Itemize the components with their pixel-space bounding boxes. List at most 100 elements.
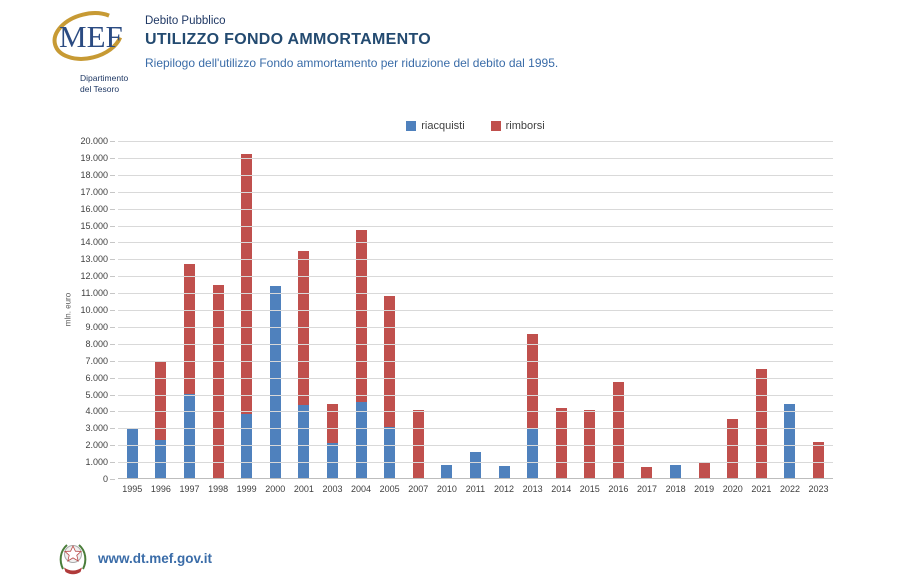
gridline xyxy=(118,276,833,278)
section-kicker: Debito Pubblico xyxy=(145,15,226,27)
bar-slot xyxy=(175,141,204,478)
bar-2018 xyxy=(670,465,682,478)
bar-slot xyxy=(147,141,176,478)
bar-2011 xyxy=(469,452,481,478)
bar-2000 xyxy=(269,286,281,478)
y-tick-label: 4.000 xyxy=(85,406,108,417)
bar-slot xyxy=(776,141,805,478)
y-tick-mark xyxy=(110,174,115,176)
page-subtitle: Riepilogo dell'utilizzo Fondo ammortamen… xyxy=(145,56,559,70)
y-tick-label: 18.000 xyxy=(80,169,108,180)
gridline xyxy=(118,174,833,176)
y-tick-label: 12.000 xyxy=(80,271,108,282)
department-line1: Dipartimento xyxy=(80,73,129,83)
x-tick-label: 1995 xyxy=(122,484,143,494)
y-tick-mark xyxy=(110,141,115,142)
y-tick-mark xyxy=(110,225,115,227)
bar-segment-rimborsi-2001 xyxy=(298,250,310,406)
bar-slot xyxy=(804,141,833,478)
x-axis-labels: 1995 1996 1997 1998 1999 2000 2001 2003 2004 2005… xyxy=(118,484,833,494)
bar-slot xyxy=(576,141,605,478)
gridline xyxy=(118,191,833,193)
y-tick-mark xyxy=(110,479,115,480)
chart-legend: riacquisti rimborsi xyxy=(118,120,833,132)
y-tick-mark xyxy=(110,259,115,261)
y-tick-mark xyxy=(110,394,115,396)
italy-emblem-icon xyxy=(59,544,87,575)
bar-slot xyxy=(461,141,490,478)
bar-segment-rimborsi-2020 xyxy=(727,418,739,478)
y-tick-label: 17.000 xyxy=(80,186,108,197)
bar-segment-rimborsi-1998 xyxy=(212,285,224,478)
gridline xyxy=(118,259,833,261)
gridline xyxy=(118,225,833,227)
x-tick-label: 2005 xyxy=(379,484,400,494)
gridline xyxy=(118,343,833,345)
bar-slot xyxy=(690,141,719,478)
bar-2021 xyxy=(755,369,767,478)
bar-slot xyxy=(718,141,747,478)
gridline xyxy=(118,394,833,396)
bar-slot xyxy=(661,141,690,478)
chart-area: mln. euro 20.000 19.000 18.000 17.000 16.000… xyxy=(0,136,897,521)
x-tick-label: 2010 xyxy=(436,484,457,494)
bar-segment-riacquisti-2010 xyxy=(441,465,453,478)
y-tick-mark xyxy=(110,293,115,295)
mef-acronym: MEF xyxy=(59,19,123,54)
x-tick-label: 2015 xyxy=(579,484,600,494)
gridline xyxy=(118,293,833,295)
bar-2016 xyxy=(612,381,624,478)
legend-label-riacquisti: riacquisti xyxy=(421,120,465,132)
y-tick-label: 6.000 xyxy=(85,372,108,383)
rimborsi-swatch-icon xyxy=(490,121,501,131)
bar-segment-rimborsi-2016 xyxy=(612,381,624,478)
bar-segment-riacquisti-2011 xyxy=(469,452,481,478)
gridline xyxy=(118,141,833,142)
y-tick-mark xyxy=(110,208,115,210)
bar-2005 xyxy=(384,295,396,478)
y-tick-label: 19.000 xyxy=(80,152,108,163)
y-tick-label: 15.000 xyxy=(80,220,108,231)
bar-2015 xyxy=(584,410,596,478)
bar-segment-riacquisti-2018 xyxy=(670,465,682,478)
y-tick-label: 14.000 xyxy=(80,237,108,248)
x-tick-label: 2013 xyxy=(522,484,543,494)
x-tick-label: 1997 xyxy=(179,484,200,494)
y-tick-mark xyxy=(110,343,115,345)
bar-2007 xyxy=(412,409,424,478)
x-tick-label: 2000 xyxy=(265,484,286,494)
site-url-link[interactable]: www.dt.mef.gov.it xyxy=(98,550,212,566)
department-name: Dipartimento del Tesoro xyxy=(80,73,150,94)
mef-logo: MEF Dipartimento del Tesoro xyxy=(40,6,150,94)
gridline xyxy=(118,242,833,244)
bar-2012 xyxy=(498,465,510,478)
footer: www.dt.mef.gov.it xyxy=(58,541,212,575)
bar-segment-rimborsi-2017 xyxy=(641,467,653,478)
y-tick-mark xyxy=(110,242,115,244)
y-tick-mark xyxy=(110,411,115,413)
gridline xyxy=(118,462,833,464)
x-tick-label: 2007 xyxy=(408,484,429,494)
bar-slot xyxy=(318,141,347,478)
bar-slot xyxy=(290,141,319,478)
y-tick-label: 9.000 xyxy=(85,321,108,332)
gridline xyxy=(118,326,833,328)
x-tick-label: 2020 xyxy=(722,484,743,494)
bar-1996 xyxy=(155,361,167,478)
bar-slot xyxy=(490,141,519,478)
x-tick-label: 2018 xyxy=(665,484,686,494)
mef-logo-icon: MEF xyxy=(52,11,124,61)
bar-slot xyxy=(547,141,576,478)
bar-segment-riacquisti-1996 xyxy=(155,440,167,478)
bar-2014 xyxy=(555,407,567,478)
bar-segment-riacquisti-2003 xyxy=(326,442,338,478)
bar-slot xyxy=(261,141,290,478)
bar-2019 xyxy=(698,462,710,478)
bar-1997 xyxy=(183,264,195,478)
gridline xyxy=(118,157,833,159)
riacquisti-swatch-icon xyxy=(406,121,417,131)
bar-slot xyxy=(518,141,547,478)
bar-segment-rimborsi-2014 xyxy=(555,407,567,478)
x-tick-label: 2011 xyxy=(465,484,486,494)
bar-segment-riacquisti-2001 xyxy=(298,405,310,478)
